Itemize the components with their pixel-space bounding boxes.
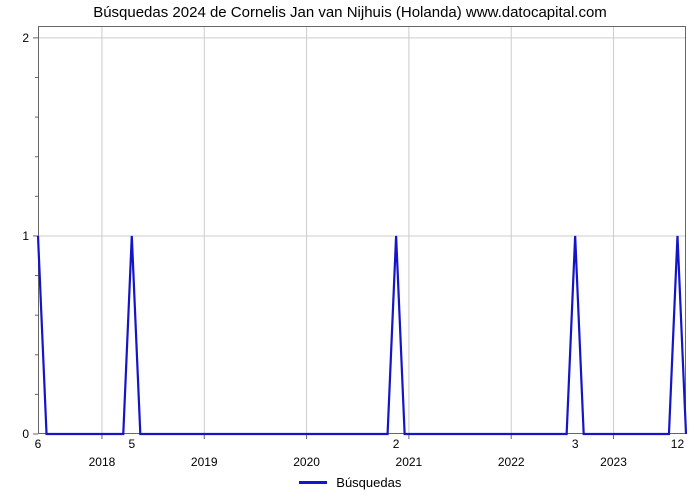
- svg-text:2018: 2018: [89, 455, 116, 469]
- svg-text:2022: 2022: [498, 455, 525, 469]
- legend-swatch: [299, 481, 327, 484]
- svg-text:5: 5: [128, 437, 135, 451]
- svg-text:0: 0: [22, 427, 29, 441]
- legend-label: Búsquedas: [336, 475, 401, 490]
- svg-text:2: 2: [393, 437, 400, 451]
- svg-text:12: 12: [671, 437, 685, 451]
- svg-text:2023: 2023: [600, 455, 627, 469]
- chart-container: { "chart": { "type": "line", "title": "B…: [0, 0, 700, 500]
- svg-text:2019: 2019: [191, 455, 218, 469]
- svg-text:3: 3: [572, 437, 579, 451]
- chart-legend: Búsquedas: [0, 474, 700, 490]
- svg-text:2: 2: [22, 31, 29, 45]
- svg-text:6: 6: [35, 437, 42, 451]
- chart-plot: 012201820192020202120222023652312: [38, 26, 686, 434]
- svg-text:2020: 2020: [293, 455, 320, 469]
- chart-title: Búsquedas 2024 de Cornelis Jan van Nijhu…: [0, 4, 700, 21]
- svg-text:2021: 2021: [396, 455, 423, 469]
- svg-text:1: 1: [22, 229, 29, 243]
